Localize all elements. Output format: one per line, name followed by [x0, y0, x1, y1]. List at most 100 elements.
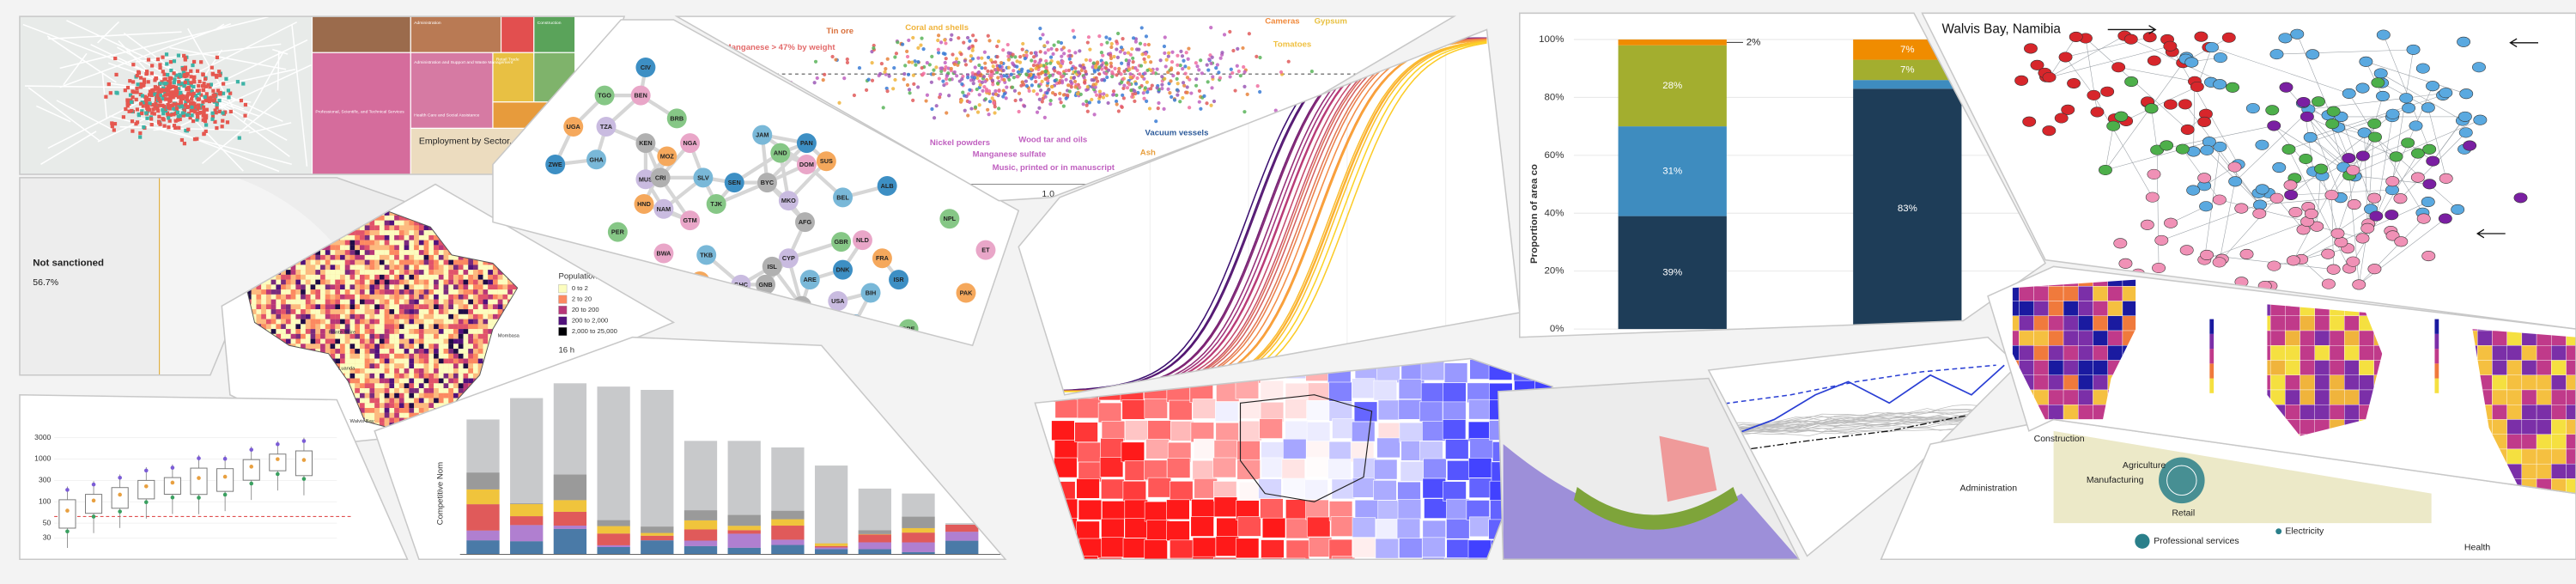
point: [1072, 76, 1077, 80]
pop-cell: [438, 240, 444, 246]
county: [1192, 556, 1216, 560]
point: [999, 61, 1004, 65]
panel: Competitive Nom: [435, 383, 1005, 555]
node: [2197, 116, 2212, 127]
label: ISR: [893, 276, 904, 283]
value-label: 83%: [1898, 204, 1917, 214]
pop-cell: [374, 353, 380, 359]
pop-cell: [414, 250, 419, 255]
pop-cell: [438, 383, 444, 389]
pop-cell: [364, 254, 370, 260]
pop-cell: [335, 265, 341, 271]
map-cell: [228, 109, 233, 114]
map-cell: [138, 131, 143, 136]
pop-cell: [335, 309, 341, 314]
map-cell: [177, 80, 181, 84]
point: [1053, 93, 1058, 97]
pop-cell: [394, 274, 399, 280]
pop-cell: [355, 392, 361, 398]
pop-cell: [389, 403, 395, 409]
node: [2265, 105, 2280, 116]
point: [1012, 88, 1018, 93]
county: [1169, 399, 1193, 421]
pop-cell: [364, 373, 370, 379]
pop-cell: [468, 313, 474, 319]
node: [2245, 103, 2260, 114]
point: [1209, 103, 1213, 107]
map-cell: [189, 75, 193, 79]
pop-cell: [404, 358, 410, 364]
pop-cell: [409, 344, 415, 350]
pop-cell: [325, 279, 331, 285]
node: [2513, 192, 2528, 204]
point: [1066, 83, 1071, 88]
pop-cell: [418, 250, 424, 255]
point: [945, 82, 949, 86]
node: [796, 155, 817, 175]
map-cell: [198, 110, 203, 115]
point: [1105, 75, 1109, 80]
pop-cell: [290, 270, 296, 275]
map-cell: [157, 103, 161, 107]
pop-cell: [463, 274, 469, 280]
map-cell: [212, 99, 216, 103]
pop-cell: [369, 245, 375, 251]
node: [696, 245, 717, 265]
node: [2152, 262, 2166, 274]
pop-cell: [428, 230, 434, 235]
point: [908, 91, 912, 95]
point: [1127, 67, 1132, 71]
pop-cell: [369, 299, 375, 305]
pop-cell: [379, 279, 385, 285]
county: [1446, 498, 1470, 520]
point: [1087, 100, 1092, 105]
point: [1113, 66, 1117, 70]
pop-cell: [320, 319, 325, 325]
bar-segment: [902, 551, 935, 555]
pop-cell: [349, 234, 355, 240]
point: [1133, 88, 1137, 94]
pop-cell: [325, 250, 331, 255]
point: [1186, 57, 1190, 61]
pop-cell: [281, 274, 286, 280]
pop-cell: [355, 254, 361, 260]
pop-cell: [418, 324, 424, 330]
map-cell: [163, 91, 167, 95]
pop-cell: [295, 289, 301, 295]
point: [870, 78, 875, 82]
node: [752, 125, 773, 145]
node: [2278, 33, 2293, 44]
marker: [143, 500, 149, 505]
pop-cell: [261, 284, 266, 290]
pop-cell: [384, 403, 390, 409]
pop-cell: [492, 313, 498, 319]
node: [724, 173, 744, 193]
pop-cell: [398, 333, 404, 339]
pop-cell: [423, 358, 429, 364]
label: BRB: [670, 114, 683, 122]
county: [1098, 557, 1122, 560]
pop-cell: [305, 274, 311, 280]
point: [986, 69, 990, 73]
pop-cell: [389, 338, 395, 344]
pop-cell: [305, 279, 311, 285]
pop-cell: [310, 304, 316, 310]
point: [972, 76, 977, 80]
node: [586, 149, 606, 170]
point: [1100, 63, 1104, 67]
pop-cell: [374, 265, 380, 271]
pop-cell: [448, 378, 454, 384]
pop-cell: [473, 309, 478, 314]
pop-cell: [394, 412, 399, 418]
pop-cell: [290, 274, 296, 280]
point: [1097, 89, 1103, 94]
node: [2416, 213, 2431, 224]
bar-segment: [727, 533, 761, 548]
point: [1205, 63, 1209, 67]
pop-cell: [434, 299, 439, 305]
point: [970, 48, 975, 52]
point: [911, 98, 915, 103]
point: [1096, 79, 1100, 83]
pop-cell: [438, 319, 444, 325]
